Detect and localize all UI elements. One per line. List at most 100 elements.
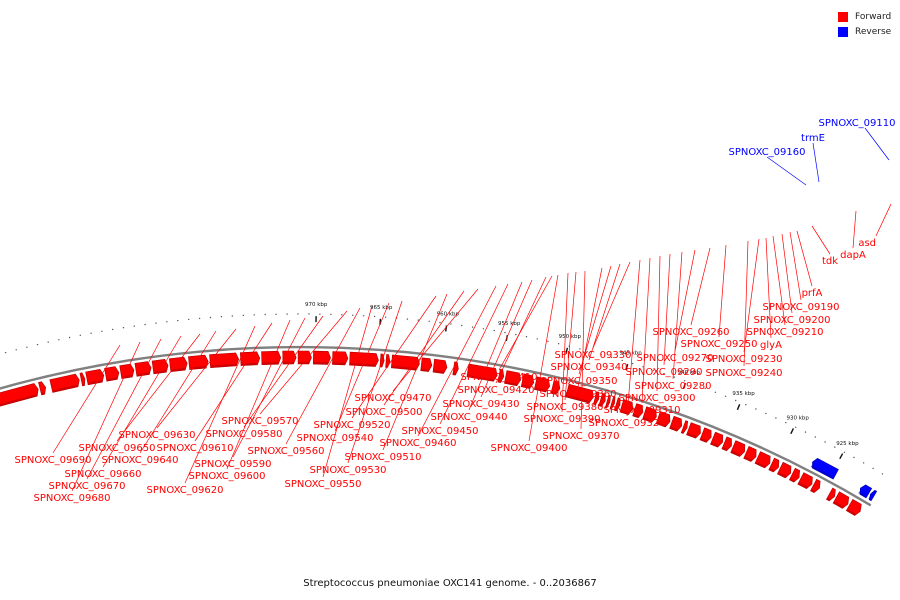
gene-label: SPNOXC_09630 (118, 430, 195, 441)
scale-minor-tick (363, 315, 365, 317)
label-leader (417, 285, 497, 437)
gene-shadow (687, 432, 697, 439)
scale-minor-tick (515, 333, 517, 336)
scale-minor-tick (220, 316, 223, 318)
label-leader (765, 237, 772, 339)
scale-minor-tick (428, 320, 430, 322)
scale-minor-tick (853, 456, 855, 459)
gene-shadow (433, 370, 444, 374)
scale-minor-tick (275, 313, 277, 315)
gene-shadow (505, 381, 518, 386)
forward-gene-block (598, 392, 606, 407)
gene-label: SPNOXC_09270 (636, 353, 713, 364)
forward-gene-block (188, 354, 209, 370)
gene-shadow (769, 468, 775, 472)
gene-label: SPNOXC_09680 (33, 493, 110, 504)
forward-gene-block (810, 478, 821, 494)
gene-label: SPNOXC_09440 (430, 412, 507, 423)
scale-minor-tick (814, 436, 816, 438)
forward-gene-block (0, 383, 39, 407)
gene-label: dapA (840, 250, 866, 261)
gene-shadow (827, 497, 831, 501)
gene-label: asd (858, 238, 876, 249)
scale-minor-tick (144, 323, 146, 326)
forward-gene-block (49, 373, 80, 393)
gene-label: SPNOXC_09460 (379, 438, 456, 449)
label-leader (564, 271, 577, 401)
label-leader (580, 270, 586, 430)
scale-label: 945 kbp (619, 351, 642, 357)
gene-shadow (681, 430, 684, 434)
gene-label: SPNOXC_09370 (542, 431, 619, 442)
scale-minor-tick (631, 362, 634, 365)
scale-label: 950 kbp (559, 334, 582, 340)
label-leader (781, 233, 793, 314)
scale-minor-tick (177, 319, 179, 322)
label-leader (718, 244, 727, 338)
scale-minor-tick (795, 426, 797, 428)
label-leader (232, 317, 306, 458)
scale-minor-tick (47, 341, 49, 343)
scale-minor-tick (683, 380, 686, 382)
label-leader (577, 267, 603, 388)
scale-label: 940 kbp (678, 370, 701, 376)
label-leader (875, 203, 892, 237)
scale-minor-tick (101, 330, 103, 332)
gene-label: SPNOXC_09350 (540, 376, 617, 387)
gene-label: SPNOXC_09360 (539, 389, 616, 400)
scale-minor-tick (673, 376, 675, 378)
gene-label: SPNOXC_09620 (146, 485, 223, 496)
label-leader (52, 344, 121, 454)
gene-label: SPNOXC_09570 (221, 416, 298, 427)
scale-minor-tick (79, 334, 82, 336)
scale-minor-tick (589, 350, 592, 353)
scale-minor-tick (15, 349, 17, 351)
gene-shadow (810, 465, 832, 478)
label-leader (656, 255, 661, 392)
scale-minor-tick (439, 321, 441, 324)
scale-minor-tick (493, 329, 495, 332)
gene-shadow (137, 372, 150, 376)
label-leader (243, 315, 324, 428)
gene-labels: asddapAtdkprfASPNOXC_09190SPNOXC_09200SP… (14, 118, 895, 504)
label-leader (468, 281, 523, 411)
forward-gene-block (432, 358, 448, 374)
forward-gene-block (312, 350, 331, 365)
forward-gene-block (497, 368, 505, 383)
gene-shadow (534, 387, 547, 392)
scale-minor-tick (4, 351, 7, 354)
scale-minor-tick (652, 369, 655, 371)
reverse-gene-block (868, 489, 878, 502)
label-leader (102, 335, 182, 468)
gene-shadow (722, 447, 728, 451)
scale-minor-tick (557, 343, 560, 345)
scale-minor-tick (704, 387, 706, 390)
gene-label: SPNOXC_09550 (284, 479, 361, 490)
forward-gene-block (452, 361, 459, 376)
label-leader (852, 210, 857, 249)
gene-shadow (700, 438, 708, 443)
gene-label: SPNOXC_09520 (313, 420, 390, 431)
label-leader (383, 290, 465, 406)
gene-shadow (633, 414, 639, 418)
gene-label: SPNOXC_09330 (554, 350, 631, 361)
gene-shadow (421, 368, 429, 372)
gene-label: SPNOXC_09400 (490, 443, 567, 454)
scale-minor-tick (525, 336, 528, 338)
label-leader (766, 156, 807, 186)
label-leader (789, 231, 802, 301)
forward-gene-block (79, 372, 86, 387)
scale-minor-tick (804, 431, 807, 433)
label-leader (592, 261, 631, 349)
gene-shadow (566, 394, 590, 403)
scale-label: 955 kbp (498, 321, 521, 327)
scale-minor-tick (824, 441, 826, 443)
scale-minor-tick (253, 314, 255, 316)
label-leader (351, 295, 437, 419)
scale-minor-tick (621, 359, 623, 362)
label-leader (439, 283, 509, 425)
scale-major-tick (790, 428, 795, 435)
label-leader (194, 322, 273, 442)
label-leader (334, 302, 390, 432)
